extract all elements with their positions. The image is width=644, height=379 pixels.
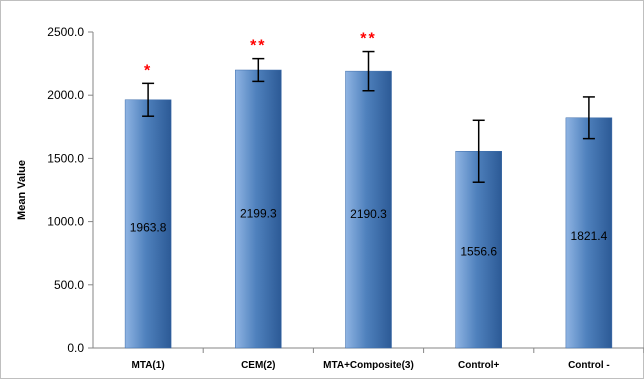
y-tick-label: 2500.0 bbox=[47, 25, 84, 39]
data-label: 2199.3 bbox=[240, 206, 277, 220]
axes: 0.0 500.0 1000.0 1500.0 2000.0 2500.0 Mean Val… bbox=[16, 25, 644, 355]
data-label: 2190.3 bbox=[350, 207, 387, 221]
bar bbox=[455, 150, 502, 349]
data-label: 1821.4 bbox=[571, 229, 608, 243]
y-tick-label: 500.0 bbox=[54, 278, 84, 292]
significance-marker: ** bbox=[360, 31, 376, 48]
bar bbox=[345, 70, 392, 349]
significance-marker: * bbox=[144, 62, 152, 79]
bar bbox=[565, 117, 613, 349]
bars bbox=[124, 50, 613, 349]
bar bbox=[235, 69, 282, 349]
significance-marker: ** bbox=[250, 38, 266, 55]
data-label: 1963.8 bbox=[130, 220, 167, 234]
labels: 1963.8 * MTA(1) 2199.3 ** CEM(2) 2190.3 ** MTA+C… bbox=[130, 31, 610, 371]
x-tick-label: Control - bbox=[568, 360, 610, 371]
data-label: 1556.6 bbox=[460, 245, 497, 259]
x-tick-label: MTA(1) bbox=[132, 360, 165, 371]
y-tick-label: 1000.0 bbox=[47, 215, 84, 229]
x-tick-label: Control+ bbox=[458, 360, 500, 371]
x-tick-label: MTA+Composite(3) bbox=[323, 360, 414, 371]
bar bbox=[124, 99, 172, 349]
y-tick-label: 1500.0 bbox=[47, 151, 84, 165]
x-tick-label: CEM(2) bbox=[241, 360, 275, 371]
y-axis-title: Mean Value bbox=[16, 160, 28, 220]
y-tick-label: 2000.0 bbox=[47, 88, 84, 102]
y-tick-label: 0.0 bbox=[67, 341, 84, 355]
